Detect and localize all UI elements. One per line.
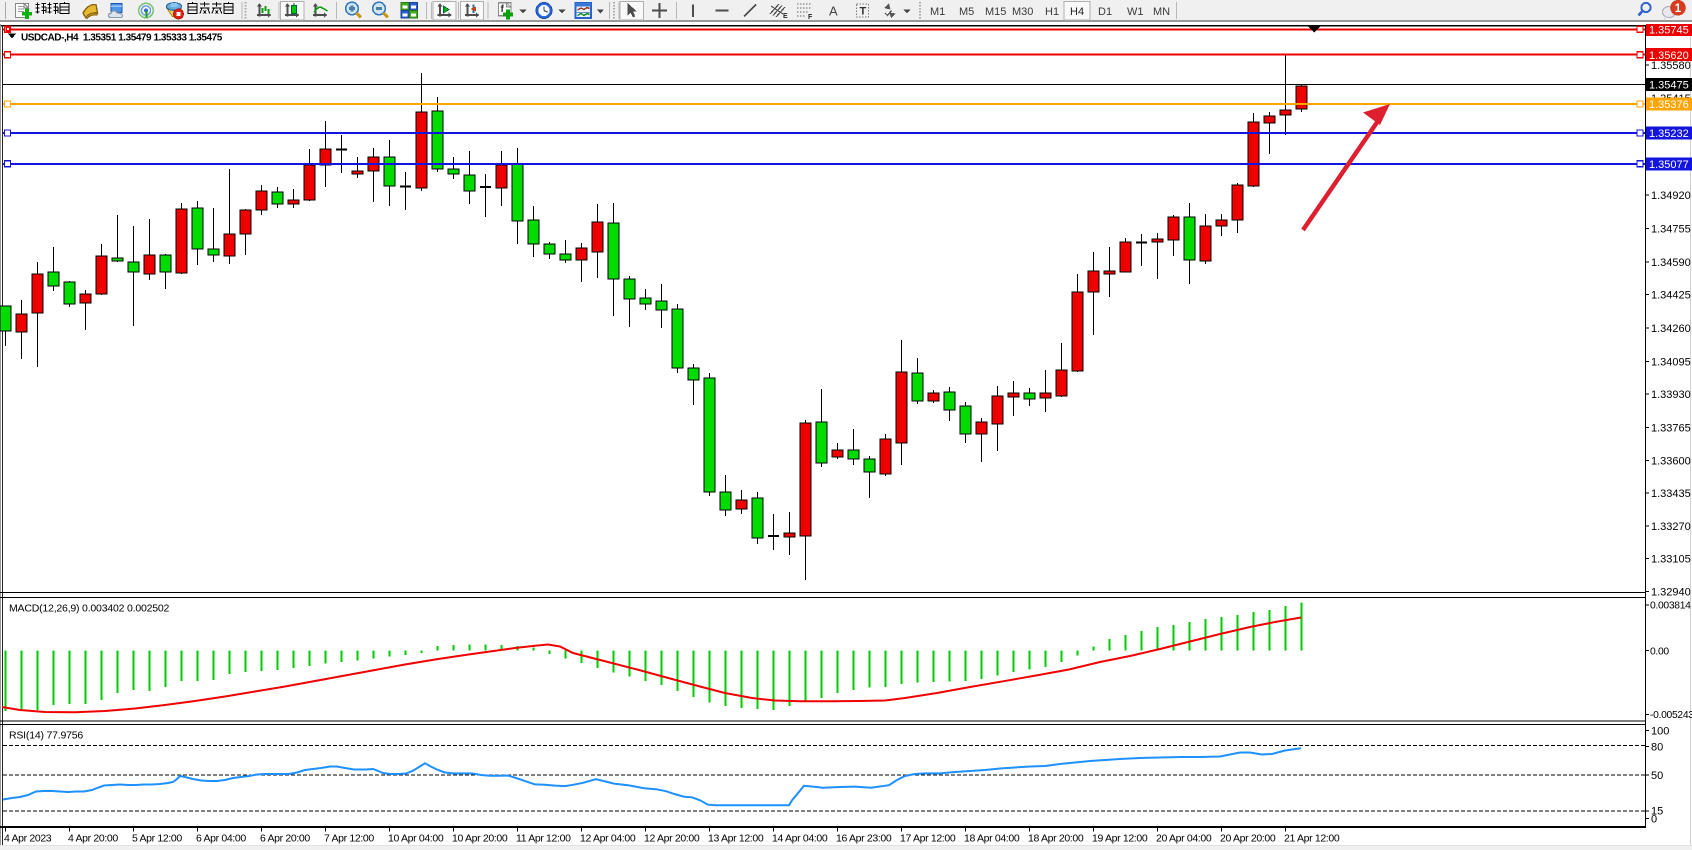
svg-text:1.34590: 1.34590	[1651, 257, 1691, 269]
svg-text:1.34920: 1.34920	[1651, 190, 1691, 202]
svg-text:RSI(14) 77.9756: RSI(14) 77.9756	[9, 730, 83, 742]
svg-text:1.35376: 1.35376	[1649, 99, 1689, 111]
svg-text:1.33105: 1.33105	[1651, 554, 1691, 566]
svg-text:1.33765: 1.33765	[1651, 422, 1691, 434]
svg-text:H4: H4	[1070, 6, 1084, 18]
svg-text:20 Apr 04:00: 20 Apr 04:00	[1156, 833, 1212, 845]
svg-text:1.34425: 1.34425	[1651, 290, 1691, 302]
svg-text:W1: W1	[1127, 6, 1144, 18]
svg-text:1.34260: 1.34260	[1651, 323, 1691, 335]
svg-text:10 Apr 04:00: 10 Apr 04:00	[388, 833, 444, 845]
svg-text:16 Apr 23:00: 16 Apr 23:00	[836, 833, 892, 845]
svg-text:21 Apr 12:00: 21 Apr 12:00	[1284, 833, 1340, 845]
svg-text:0: 0	[1651, 813, 1657, 825]
svg-text:5 Apr 12:00: 5 Apr 12:00	[132, 833, 182, 845]
svg-text:1.35232: 1.35232	[1649, 128, 1689, 140]
svg-text:7 Apr 12:00: 7 Apr 12:00	[324, 833, 374, 845]
svg-text:-0.005243: -0.005243	[1650, 710, 1692, 721]
svg-text:1.35745: 1.35745	[1649, 25, 1689, 37]
svg-text:H1: H1	[1045, 6, 1059, 18]
svg-text:1.35620: 1.35620	[1649, 50, 1689, 62]
svg-text:MN: MN	[1153, 6, 1170, 18]
svg-text:1.33435: 1.33435	[1651, 488, 1691, 500]
svg-text:6 Apr 20:00: 6 Apr 20:00	[260, 833, 310, 845]
svg-text:M15: M15	[985, 6, 1006, 18]
svg-text:1.33600: 1.33600	[1651, 455, 1691, 467]
svg-text:1.32940: 1.32940	[1651, 587, 1691, 599]
svg-text:1.34095: 1.34095	[1651, 356, 1691, 368]
svg-text:4 Apr 2023: 4 Apr 2023	[4, 833, 52, 845]
svg-text:12 Apr 20:00: 12 Apr 20:00	[644, 833, 700, 845]
svg-text:1.35077: 1.35077	[1649, 159, 1689, 171]
svg-text:18 Apr 20:00: 18 Apr 20:00	[1028, 833, 1084, 845]
svg-text:12 Apr 04:00: 12 Apr 04:00	[580, 833, 636, 845]
svg-text:20 Apr 20:00: 20 Apr 20:00	[1220, 833, 1276, 845]
svg-text:1.33270: 1.33270	[1651, 521, 1691, 533]
svg-text:1.33930: 1.33930	[1651, 389, 1691, 401]
svg-text:MACD(12,26,9) 0.003402 0.00250: MACD(12,26,9) 0.003402 0.002502	[9, 603, 170, 615]
svg-text:1.35475: 1.35475	[1649, 80, 1689, 92]
svg-text:18 Apr 04:00: 18 Apr 04:00	[964, 833, 1020, 845]
svg-text:0.00: 0.00	[1650, 646, 1669, 657]
svg-text:T: T	[860, 6, 867, 18]
svg-text:80: 80	[1651, 741, 1663, 753]
svg-text:11 Apr 12:00: 11 Apr 12:00	[516, 833, 571, 845]
svg-text:1: 1	[1675, 3, 1682, 15]
svg-text:F: F	[808, 14, 813, 21]
svg-text:13 Apr 12:00: 13 Apr 12:00	[708, 833, 764, 845]
svg-text:50: 50	[1651, 770, 1663, 782]
svg-text:f: f	[501, 4, 505, 15]
svg-text:4 Apr 20:00: 4 Apr 20:00	[68, 833, 118, 845]
svg-text:USDCAD-,H4 1.35351 1.35479 1.: USDCAD-,H4 1.35351 1.35479 1.35333 1.354…	[21, 33, 223, 44]
svg-text:E: E	[783, 13, 788, 20]
svg-text:100: 100	[1651, 725, 1669, 737]
svg-text:19 Apr 12:00: 19 Apr 12:00	[1092, 833, 1148, 845]
svg-text:15: 15	[1651, 806, 1663, 818]
svg-text:1.34755: 1.34755	[1651, 223, 1691, 235]
svg-text:0.003814: 0.003814	[1650, 601, 1691, 612]
svg-text:14 Apr 04:00: 14 Apr 04:00	[772, 833, 828, 845]
svg-text:M30: M30	[1012, 6, 1033, 18]
svg-text:17 Apr 12:00: 17 Apr 12:00	[900, 833, 956, 845]
svg-text:1.35580: 1.35580	[1651, 60, 1691, 72]
svg-text:6 Apr 04:00: 6 Apr 04:00	[196, 833, 246, 845]
svg-text:10 Apr 20:00: 10 Apr 20:00	[452, 833, 508, 845]
svg-text:A: A	[829, 4, 838, 19]
svg-text:M1: M1	[930, 6, 945, 18]
svg-text:D1: D1	[1098, 6, 1112, 18]
svg-text:M5: M5	[959, 6, 974, 18]
